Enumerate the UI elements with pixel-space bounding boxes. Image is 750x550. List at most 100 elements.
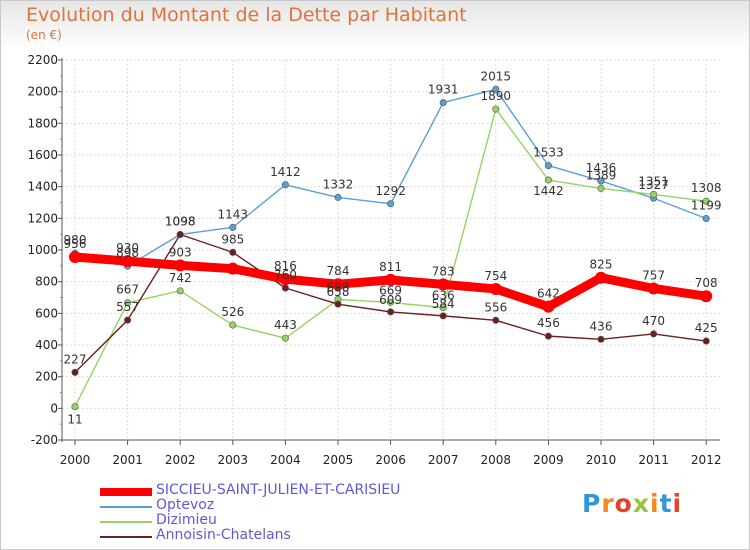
x-tick-label: 2002 — [165, 453, 196, 467]
y-tick-label: 1000 — [27, 243, 58, 257]
grid — [62, 59, 720, 441]
logo-letter: r — [601, 489, 615, 518]
data-point-optevoz — [544, 162, 552, 170]
data-point-siccieu-saint-julien-et-carisieu — [489, 282, 502, 295]
x-tick-label: 2011 — [638, 453, 669, 467]
data-label: 557 — [116, 300, 139, 314]
data-label: 708 — [695, 276, 718, 290]
data-point-annoisin-chatelans — [439, 312, 447, 320]
data-label: 1533 — [533, 146, 564, 160]
data-label: 956 — [64, 237, 87, 251]
data-label: 11 — [67, 413, 82, 427]
data-label: 556 — [484, 300, 507, 314]
data-point-annoisin-chatelans — [229, 248, 237, 256]
x-tick-label: 2007 — [428, 453, 459, 467]
data-label: 636 — [432, 289, 455, 303]
legend-swatch — [100, 521, 152, 523]
y-tick-label: 1600 — [27, 148, 58, 162]
data-label: 1098 — [165, 214, 196, 228]
data-label: 825 — [590, 258, 613, 272]
data-point-dizimieu — [71, 403, 79, 411]
data-label: 669 — [379, 283, 402, 297]
data-point-optevoz — [597, 177, 605, 185]
data-point-dizimieu — [124, 299, 132, 307]
data-point-dizimieu — [176, 287, 184, 295]
data-label: 436 — [590, 319, 613, 333]
legend-label: Dizimieu — [156, 512, 217, 528]
data-label: 742 — [169, 271, 192, 285]
legend-swatch — [100, 506, 152, 508]
data-label: 1143 — [218, 207, 249, 221]
data-label: 757 — [642, 268, 665, 282]
data-point-siccieu-saint-julien-et-carisieu — [700, 290, 713, 303]
data-point-optevoz — [334, 193, 342, 201]
logo-letter: o — [614, 489, 633, 518]
data-label: 667 — [116, 283, 139, 297]
proxiti-logo: Proxiti — [582, 489, 682, 518]
logo-letter: i — [650, 489, 660, 518]
y-tick-label: 2000 — [27, 85, 58, 99]
data-label: 811 — [379, 260, 402, 274]
data-label: 1412 — [270, 165, 301, 179]
data-label: 1327 — [638, 178, 669, 192]
data-label: 470 — [642, 314, 665, 328]
data-point-annoisin-chatelans — [176, 230, 184, 238]
data-point-siccieu-saint-julien-et-carisieu — [174, 259, 187, 272]
data-label: 526 — [221, 305, 244, 319]
y-tick-label: 600 — [35, 306, 58, 320]
y-tick-label: 200 — [35, 370, 58, 384]
data-label: 425 — [695, 321, 718, 335]
data-label: 783 — [432, 264, 455, 278]
data-label: 1442 — [533, 184, 564, 198]
data-label: 1098 — [165, 214, 196, 228]
data-point-siccieu-saint-julien-et-carisieu — [332, 278, 344, 291]
data-point-optevoz — [281, 181, 289, 189]
data-point-annoisin-chatelans — [281, 284, 289, 292]
data-point-dizimieu — [439, 304, 447, 312]
legend-label: SICCIEU-SAINT-JULIEN-ET-CARISIEU — [156, 482, 401, 498]
data-label: 443 — [274, 318, 297, 332]
data-label: 584 — [432, 297, 455, 311]
data-point-siccieu-saint-julien-et-carisieu — [437, 278, 450, 291]
x-tick-label: 2003 — [218, 453, 249, 467]
legend-label: Optevoz — [156, 497, 215, 513]
data-label: 930 — [116, 241, 139, 255]
data-point-optevoz — [229, 223, 237, 231]
data-point-annoisin-chatelans — [71, 368, 79, 376]
data-point-dizimieu — [229, 321, 237, 329]
data-point-annoisin-chatelans — [492, 316, 500, 324]
data-point-dizimieu — [387, 298, 395, 306]
x-tick-label: 2010 — [586, 453, 617, 467]
data-label: 784 — [327, 264, 350, 278]
data-point-dizimieu — [597, 184, 605, 192]
data-label: 898 — [116, 246, 139, 260]
x-tick-label: 2008 — [481, 453, 512, 467]
data-point-annoisin-chatelans — [544, 332, 552, 340]
data-label: 609 — [379, 293, 402, 307]
data-label: 1199 — [691, 198, 722, 212]
data-point-siccieu-saint-julien-et-carisieu — [69, 250, 81, 263]
data-label: 642 — [537, 287, 560, 301]
legend-swatch — [100, 536, 152, 538]
data-label: 1332 — [323, 177, 354, 191]
x-tick-label: 2000 — [60, 453, 91, 467]
data-point-optevoz — [387, 200, 395, 208]
data-label: 760 — [274, 268, 297, 282]
logo-letter: x — [632, 489, 650, 518]
y-tick-label: 800 — [35, 275, 58, 289]
data-point-siccieu-saint-julien-et-carisieu — [121, 255, 134, 268]
x-tick-label: 2004 — [270, 453, 301, 467]
series — [69, 85, 713, 411]
data-label: 985 — [221, 232, 244, 246]
data-point-optevoz — [702, 214, 710, 222]
data-point-annoisin-chatelans — [334, 300, 342, 308]
data-point-annoisin-chatelans — [124, 316, 132, 324]
data-label: 1389 — [586, 168, 617, 182]
data-label: 1308 — [691, 181, 722, 195]
data-point-annoisin-chatelans — [702, 337, 710, 345]
x-tick-label: 2006 — [375, 453, 406, 467]
data-label: 1890 — [481, 89, 512, 103]
data-label: 658 — [327, 285, 350, 299]
x-tick-label: 2005 — [323, 453, 354, 467]
